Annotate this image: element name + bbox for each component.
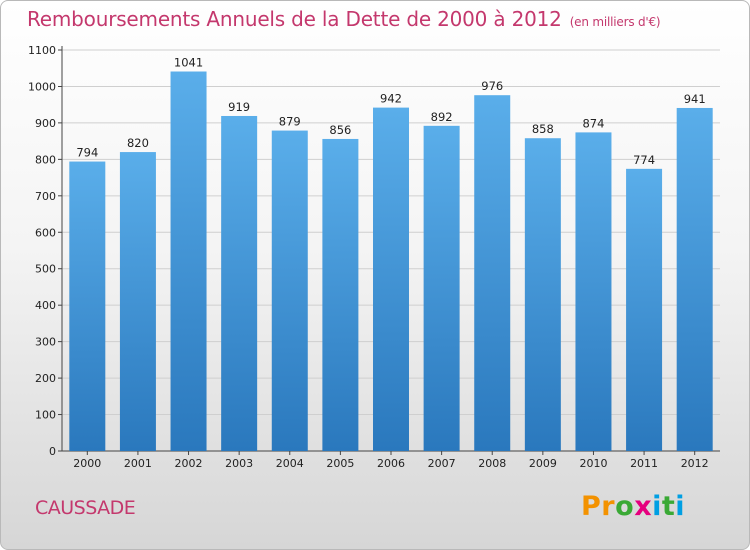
bar-value-label: 879: [279, 115, 301, 129]
bar-value-label: 874: [582, 116, 604, 130]
x-tick-label: 2003: [225, 457, 253, 470]
bar-value-label: 794: [76, 146, 98, 160]
data-labels: 794 820 1041 919 879 856 942 892 976 858 874 774 941: [76, 56, 705, 167]
bars: [69, 71, 713, 452]
bar-value-label: 856: [329, 123, 351, 137]
bar-value-label: 919: [228, 100, 250, 114]
x-tick-label: 2001: [124, 457, 152, 470]
x-tick-label: 2012: [681, 457, 709, 470]
bar: [524, 138, 561, 451]
x-tick-label: 2006: [377, 457, 405, 470]
bar-value-label: 858: [532, 122, 554, 136]
chart-title-text: Remboursements Annuels de la Dette de 20…: [27, 7, 562, 31]
bar: [119, 152, 156, 451]
y-tick-label: 300: [35, 336, 56, 349]
logo-letter: t: [661, 491, 676, 522]
y-tick-label: 100: [35, 409, 56, 422]
bar: [170, 71, 207, 451]
x-tick-label: 2007: [428, 457, 456, 470]
bar: [322, 138, 359, 451]
bar-value-label: 1041: [174, 56, 203, 70]
x-tick-label: 2011: [630, 457, 658, 470]
x-tick-label: 2009: [529, 457, 557, 470]
logo-letter: P: [581, 491, 602, 522]
x-tick-label: 2008: [478, 457, 506, 470]
bar: [423, 125, 460, 452]
x-tick-label: 2000: [73, 457, 101, 470]
bar-value-label: 774: [633, 153, 655, 167]
bar-value-label: 976: [481, 79, 503, 93]
x-tick-label: 2005: [326, 457, 354, 470]
y-tick-label: 200: [35, 372, 56, 385]
y-tick-label: 600: [35, 226, 56, 239]
bar-value-label: 892: [431, 110, 453, 124]
bar: [373, 107, 409, 452]
bar: [474, 95, 511, 451]
bar: [221, 115, 258, 451]
y-tick-label: 1100: [28, 44, 56, 57]
bar: [69, 161, 106, 451]
x-tick-labels: 2000 2001 2002 2003 2004 2005 2006 2007 2008 2009…: [73, 451, 709, 470]
y-tick-label: 500: [35, 263, 56, 276]
bar: [271, 130, 308, 451]
y-tick-label: 900: [35, 117, 56, 130]
logo-letter: r: [601, 491, 616, 522]
y-tick-label: 400: [35, 299, 56, 312]
bar-value-label: 942: [380, 92, 402, 106]
bar-value-label: 820: [127, 136, 149, 150]
x-tick-label: 2010: [579, 457, 607, 470]
y-tick-label: 800: [35, 153, 56, 166]
x-tick-label: 2004: [276, 457, 304, 470]
y-tick-label: 1000: [28, 80, 56, 93]
logo-letter: x: [634, 491, 653, 522]
x-tick-label: 2002: [175, 457, 203, 470]
location-name: CAUSSADE: [35, 497, 136, 519]
bar-value-label: 941: [684, 92, 706, 106]
logo-letter: i: [675, 491, 686, 522]
y-tick-labels: 0 100 200 300 400 500 600 700 800 900 1000 1100: [28, 44, 62, 458]
y-tick-label: 700: [35, 190, 56, 203]
bar: [626, 168, 663, 452]
proxiti-logo: Proxiti: [581, 491, 685, 522]
bar: [676, 107, 713, 451]
logo-letter: i: [652, 491, 662, 522]
y-tick-label: 0: [49, 445, 56, 458]
bar: [575, 132, 612, 451]
chart-subtitle: (en milliers d'€): [569, 15, 661, 29]
chart-title: Remboursements Annuels de la Dette de 20…: [27, 7, 661, 31]
logo-letter: o: [615, 491, 635, 522]
